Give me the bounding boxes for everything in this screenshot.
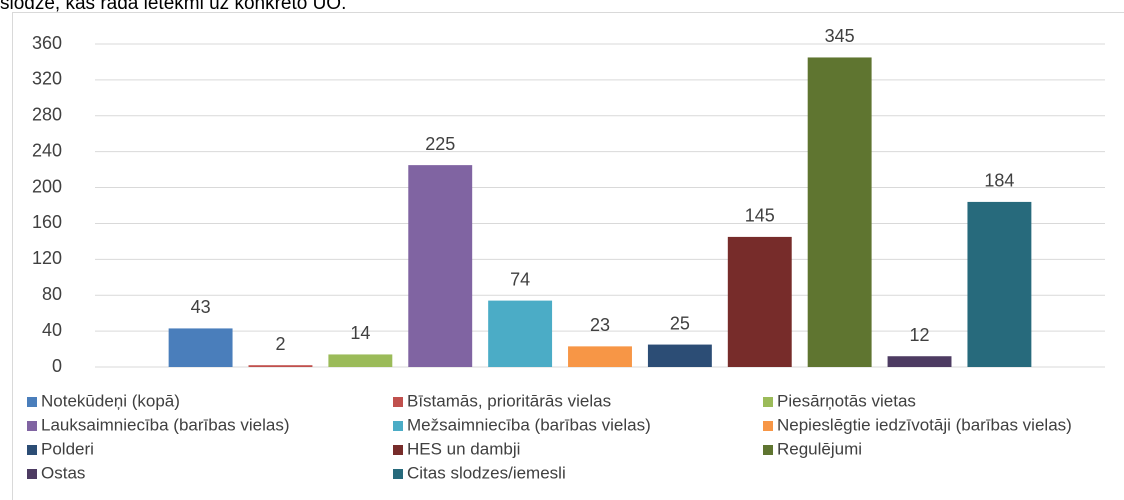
value-label: 23 bbox=[590, 315, 610, 335]
y-tick-label: 120 bbox=[32, 248, 62, 268]
legend-label: Nepieslēgtie iedzīvotāji (barības vielas… bbox=[777, 415, 1072, 434]
value-label: 14 bbox=[350, 323, 370, 343]
bar bbox=[807, 57, 872, 367]
y-tick-label: 160 bbox=[32, 212, 62, 232]
legend-label: Bīstamās, prioritārās vielas bbox=[407, 391, 611, 410]
caption: slodze, kas rada ietekmi uz konkrēto ŪO. bbox=[0, 0, 346, 14]
legend-label: Regulējumi bbox=[777, 439, 862, 458]
bar bbox=[248, 365, 313, 367]
value-label: 25 bbox=[670, 313, 690, 333]
bar bbox=[727, 236, 792, 367]
legend-label: Lauksaimniecība (barības vielas) bbox=[41, 415, 290, 434]
value-label: 74 bbox=[510, 269, 530, 289]
legend-swatch bbox=[393, 421, 403, 431]
y-tick-label: 320 bbox=[32, 69, 62, 89]
value-label: 145 bbox=[745, 206, 775, 226]
legend-swatch bbox=[393, 397, 403, 407]
bar bbox=[168, 328, 233, 367]
legend-label: Ostas bbox=[41, 463, 85, 482]
bar bbox=[328, 354, 393, 367]
legend-swatch bbox=[27, 445, 37, 455]
y-tick-label: 360 bbox=[32, 33, 62, 53]
legend-swatch bbox=[27, 397, 37, 407]
bar bbox=[408, 165, 473, 367]
value-label: 184 bbox=[984, 171, 1014, 191]
legend-swatch bbox=[763, 445, 773, 455]
value-label: 225 bbox=[425, 134, 455, 154]
bar bbox=[488, 300, 553, 367]
legend-label: Notekūdeņi (kopā) bbox=[41, 391, 180, 410]
bar bbox=[647, 344, 712, 367]
legend-swatch bbox=[763, 397, 773, 407]
y-tick-label: 240 bbox=[32, 140, 62, 160]
legend-label: Piesārņotās vietas bbox=[777, 391, 916, 410]
y-tick-label: 0 bbox=[52, 356, 62, 376]
bar bbox=[887, 356, 952, 367]
legend-swatch bbox=[393, 445, 403, 455]
legend-label: Mežsaimniecība (barības vielas) bbox=[407, 415, 651, 434]
y-tick-label: 200 bbox=[32, 176, 62, 196]
legend-label: HES un dambji bbox=[407, 439, 520, 458]
value-label: 12 bbox=[910, 325, 930, 345]
y-tick-label: 280 bbox=[32, 105, 62, 125]
legend-swatch bbox=[393, 469, 403, 479]
value-label: 2 bbox=[275, 334, 285, 354]
legend-swatch bbox=[27, 469, 37, 479]
y-tick-label: 80 bbox=[42, 284, 62, 304]
legend-label: Polderi bbox=[41, 439, 94, 458]
value-label: 345 bbox=[825, 26, 855, 46]
bar bbox=[967, 201, 1032, 367]
chart-frame bbox=[12, 12, 1124, 500]
legend-swatch bbox=[27, 421, 37, 431]
value-label: 43 bbox=[191, 297, 211, 317]
legend-swatch bbox=[763, 421, 773, 431]
bar bbox=[568, 346, 632, 367]
y-tick-label: 40 bbox=[42, 320, 62, 340]
legend-label: Citas slodzes/iemesli bbox=[407, 463, 566, 482]
